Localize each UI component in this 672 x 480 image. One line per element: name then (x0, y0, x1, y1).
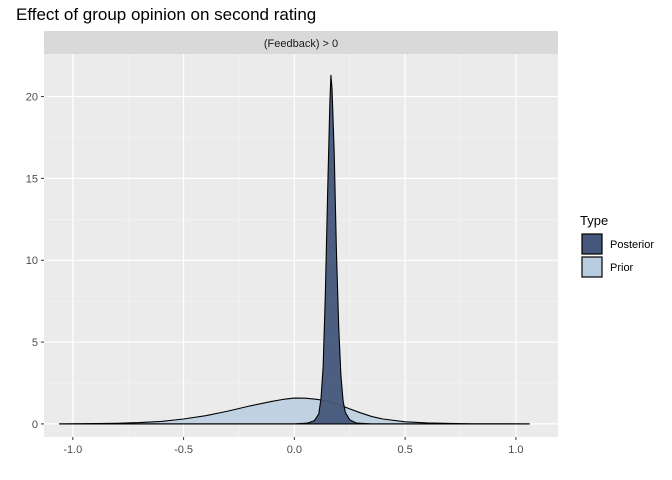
grid-lines (44, 54, 558, 437)
x-tick-label: 0.0 (287, 444, 302, 456)
legend-label-posterior: Posterior (610, 239, 654, 251)
y-tick-label: 20 (26, 92, 38, 104)
facet-strip (44, 31, 558, 54)
legend: Type Posterior Prior (580, 213, 654, 278)
legend-key-posterior (581, 233, 603, 255)
y-tick-label: 10 (26, 255, 38, 267)
x-axis: -1.0 -0.5 0.0 0.5 1.0 (63, 437, 524, 456)
x-tick-label: -1.0 (63, 444, 82, 456)
legend-title: Type (580, 213, 608, 228)
density-areas (58, 74, 530, 425)
density-area-prior (58, 397, 530, 425)
legend-key-prior (581, 256, 603, 278)
density-area-posterior (58, 74, 530, 425)
x-tick-label: 0.5 (397, 444, 412, 456)
y-tick-label: 5 (32, 337, 38, 349)
y-axis: 0 5 10 15 20 (26, 92, 44, 431)
y-tick-label: 0 (32, 419, 38, 431)
plot-panel (44, 54, 558, 437)
x-tick-label: 1.0 (508, 444, 523, 456)
x-tick-label: -0.5 (174, 444, 193, 456)
facet-label: (Feedback) > 0 (264, 38, 338, 50)
legend-label-prior: Prior (610, 262, 634, 274)
chart-title: Effect of group opinion on second rating (16, 5, 316, 24)
y-tick-label: 15 (26, 173, 38, 185)
